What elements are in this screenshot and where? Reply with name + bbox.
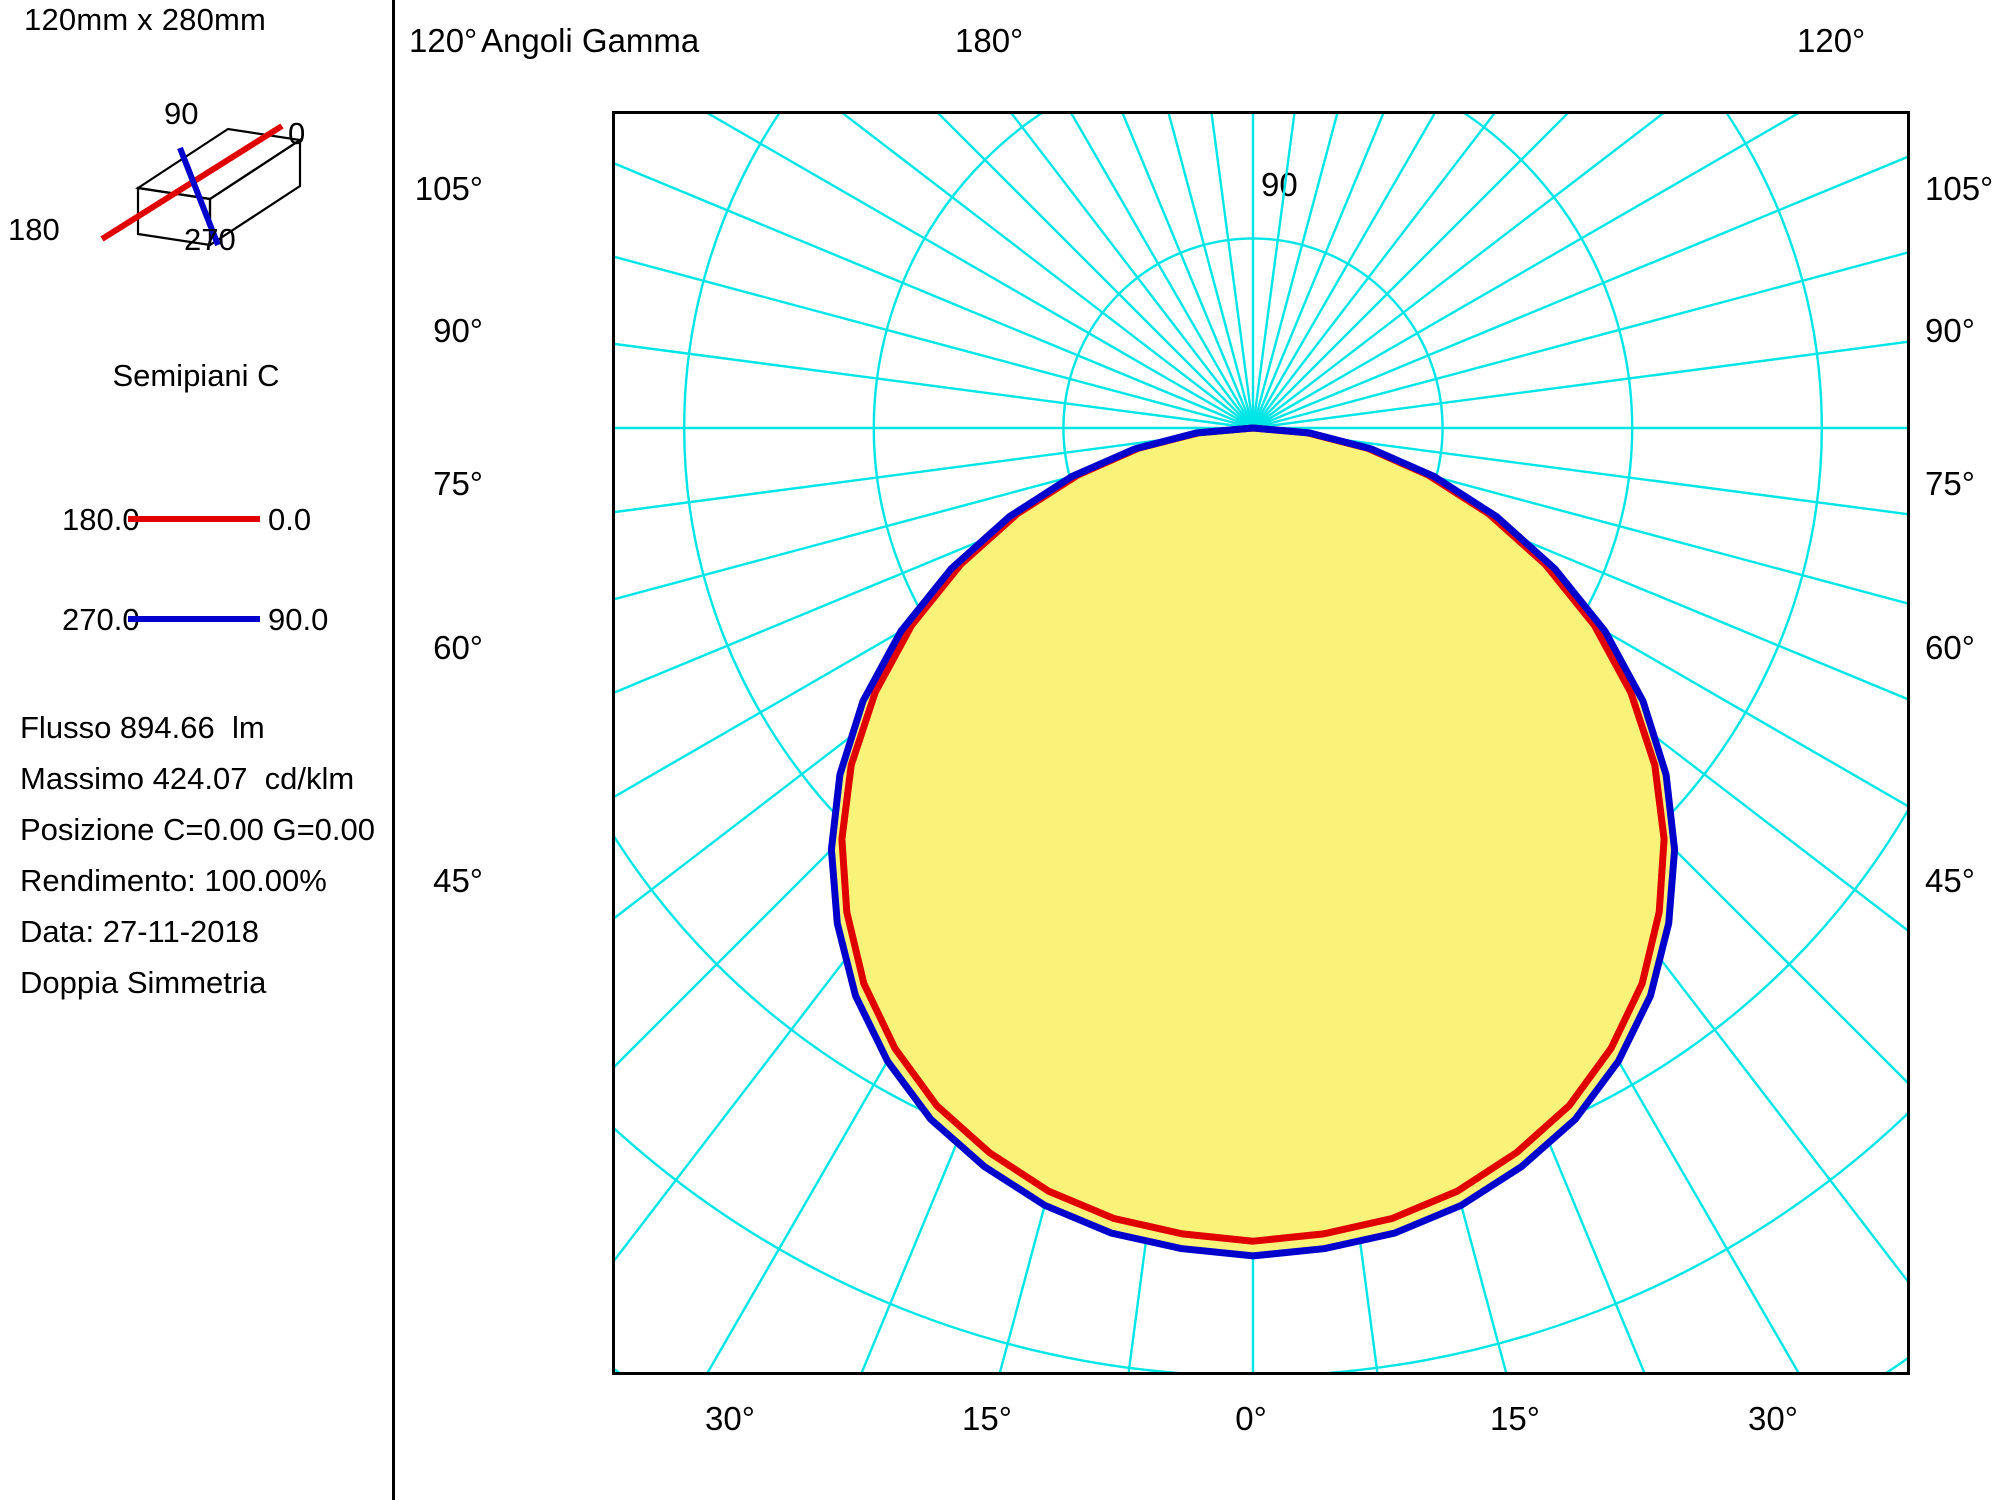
- axis-right-tick-105: 105°: [1925, 170, 1994, 207]
- axis-right-tick-75: 75°: [1925, 465, 1975, 502]
- luminaire-axis-label-270: 270: [184, 222, 236, 257]
- axis-bottom-tick-15-right: 15°: [1490, 1400, 1540, 1437]
- luminaire-3d-sketch: [100, 123, 304, 248]
- header-left-angle: 120°: [409, 22, 478, 59]
- info-flusso: Flusso 894.66 lm: [20, 710, 265, 745]
- c90-c270-axis-line: [177, 146, 221, 247]
- luminaire-axis-label-90: 90: [164, 96, 199, 131]
- legend-color-swatch-blue: [128, 616, 260, 622]
- luminaire-axis-label-180: 180: [8, 212, 60, 247]
- legend: 180.0 0.0 270.0 90.0: [0, 498, 392, 698]
- luminaire-orientation-diagram: 90 0 180 270: [8, 96, 370, 290]
- legend-color-swatch-red: [128, 516, 260, 522]
- polar-grid-and-curves: [615, 114, 1907, 1372]
- chart-title: Angoli Gamma: [481, 22, 700, 59]
- semipiani-c-label: Semipiani C: [112, 358, 280, 393]
- info-rendimento: Rendimento: 100.00%: [20, 863, 327, 898]
- axis-bottom-tick-0: 0°: [1235, 1400, 1267, 1437]
- legend-left-label: 180.0: [62, 502, 140, 537]
- info-simmetria: Doppia Simmetria: [20, 965, 267, 1000]
- legend-c180-c0: 180.0 0.0: [0, 498, 392, 598]
- legend-right-label: 0.0: [268, 502, 312, 537]
- header-right-angle: 120°: [1797, 22, 1866, 59]
- photometric-info-block: Flusso 894.66 lm Massimo 424.07 cd/klm P…: [20, 702, 375, 1008]
- info-massimo: Massimo 424.07 cd/klm: [20, 761, 355, 796]
- axis-bottom-tick-15-left: 15°: [962, 1400, 1012, 1437]
- axis-right-tick-60: 60°: [1925, 629, 1975, 666]
- luminaire-dimensions-label: 120mm x 280mm: [24, 2, 267, 37]
- axis-left-tick-90: 90°: [433, 312, 483, 349]
- info-posizione: Posizione C=0.00 G=0.00: [20, 812, 376, 847]
- panel-divider: [392, 0, 395, 1500]
- info-data: Data: 27-11-2018: [20, 914, 259, 949]
- polar-chart-panel: 120° Angoli Gamma 180° 120° 105° 90° 75°…: [395, 0, 2000, 1500]
- axis-bottom-tick-30-left: 30°: [705, 1400, 755, 1437]
- axis-right-tick-45: 45°: [1925, 862, 1975, 899]
- axis-right-tick-90: 90°: [1925, 312, 1975, 349]
- legend-right-label: 90.0: [268, 602, 329, 637]
- polar-plot: 90 90 180 270 360 450: [612, 111, 1910, 1375]
- ring-label-90-upper: 90: [1261, 166, 1298, 203]
- axis-left-tick-75: 75°: [433, 465, 483, 502]
- axis-left-tick-60: 60°: [433, 629, 483, 666]
- header-mid-angle: 180°: [955, 22, 1024, 59]
- legend-left-label: 270.0: [62, 602, 140, 637]
- luminaire-axis-label-0: 0: [288, 116, 306, 151]
- axis-left-tick-45: 45°: [433, 862, 483, 899]
- legend-c270-c90: 270.0 90.0: [0, 598, 392, 698]
- axis-left-tick-105: 105°: [414, 170, 483, 207]
- axis-bottom-tick-30-right: 30°: [1748, 1400, 1798, 1437]
